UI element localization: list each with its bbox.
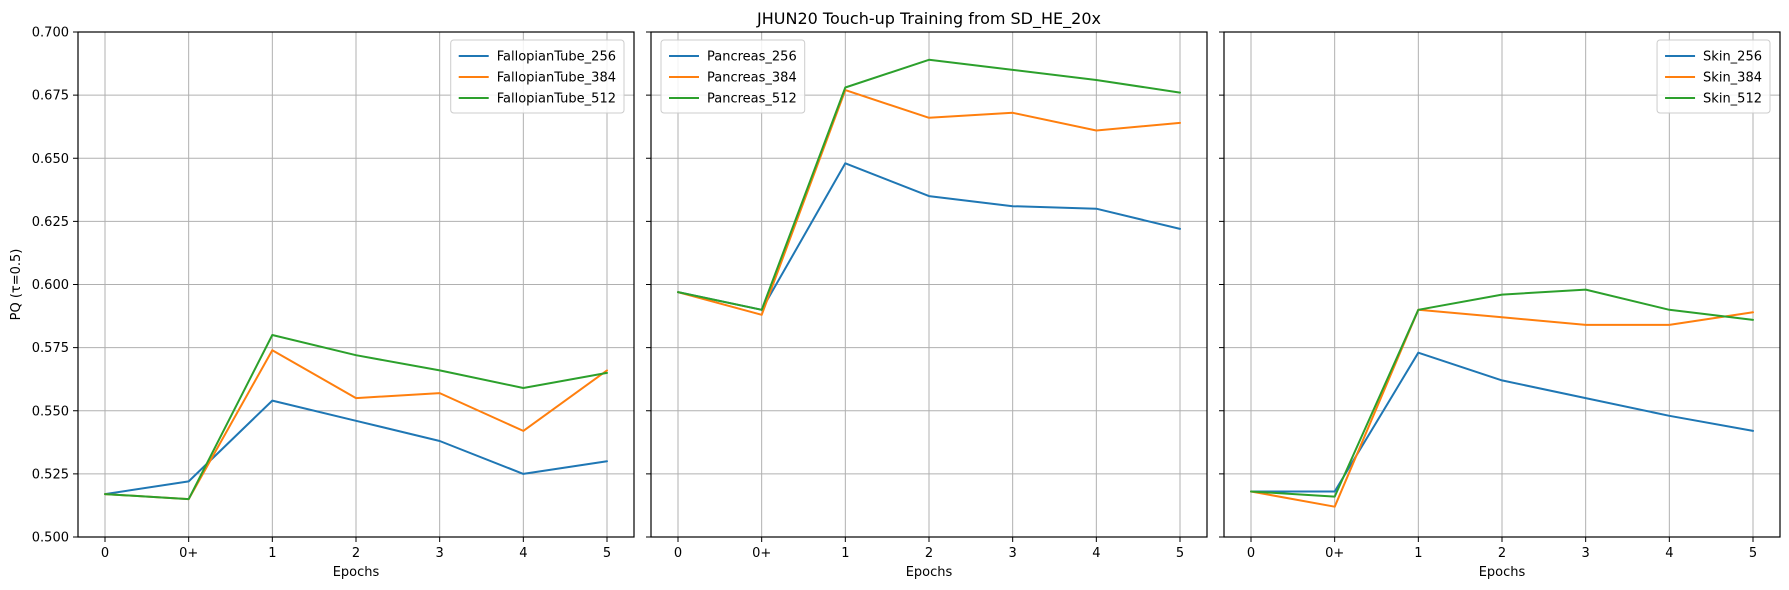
series-line-FallopianTube_512 [104, 334, 608, 501]
axes-frame [77, 31, 635, 538]
x-tick-label: 2 [925, 546, 933, 561]
x-axis-label: Epochs [333, 565, 380, 580]
y-tick-label: 0.600 [32, 278, 69, 293]
legend-label: FallopianTube_256 [497, 50, 616, 65]
x-tick-label: 4 [519, 546, 527, 561]
y-tick-label: 0.675 [32, 89, 69, 104]
x-tick-label: 1 [268, 546, 276, 561]
x-tick-label: 5 [603, 546, 611, 561]
series-line-Pancreas_384 [677, 89, 1181, 316]
series-line-Skin_384 [1250, 308, 1754, 508]
legend-box [660, 39, 806, 114]
panels: 0 0+ 1 2 3 4 5 0.500 0.525 0.550 0.575 0.600 0.625 0.… [9, 26, 1781, 580]
y-tick-label: 0.625 [32, 215, 69, 230]
figure-title: JHUN20 Touch-up Training from SD_HE_20x [756, 9, 1101, 29]
x-tick-label: 2 [1498, 546, 1506, 561]
legend: FallopianTube_256 FallopianTube_384 Fallop… [450, 39, 625, 114]
legend-label: Pancreas_512 [707, 92, 797, 107]
x-tick-label: 5 [1176, 546, 1184, 561]
axes-frame [1223, 31, 1781, 538]
y-tick-label: 0.500 [32, 531, 69, 546]
legend-label: FallopianTube_384 [497, 71, 616, 86]
legend: Skin_256 Skin_384 Skin_512 [1656, 39, 1771, 114]
series-line-Skin_512 [1250, 288, 1754, 498]
legend-box [1656, 39, 1771, 114]
x-axis-label: Epochs [906, 565, 953, 580]
series-line-FallopianTube_256 [104, 399, 608, 496]
panel-3: 0 0+ 1 2 3 4 5 Epochs Skin_256 Skin_384 Skin_512 [1219, 31, 1781, 580]
x-tick-label: 0 [674, 546, 682, 561]
series-line-Skin_256 [1250, 351, 1754, 493]
x-tick-label: 0 [101, 546, 109, 561]
legend-label: Skin_256 [1703, 50, 1762, 65]
legend-label: Pancreas_256 [707, 50, 797, 65]
x-axis-label: Epochs [1479, 565, 1526, 580]
x-tick-label: 0 [1247, 546, 1255, 561]
x-tick-label: 1 [841, 546, 849, 561]
y-tick-label: 0.650 [32, 152, 69, 167]
legend-label: FallopianTube_512 [497, 92, 616, 107]
axes-frame [650, 31, 1208, 538]
legend-box [450, 39, 625, 114]
y-tick-label: 0.575 [32, 341, 69, 356]
panel-2: 0 0+ 1 2 3 4 5EpochsPancreas_256Pancreas_384Pa… [646, 31, 1208, 580]
legend-label: Skin_512 [1703, 92, 1762, 107]
series-line-Pancreas_512 [677, 58, 1181, 311]
x-tick-label: 5 [1749, 546, 1757, 561]
x-tick-label: 3 [1009, 546, 1017, 561]
x-tick-label: 1 [1414, 546, 1422, 561]
y-tick-label: 0.550 [32, 404, 69, 419]
x-tick-label: 0+ [179, 546, 198, 561]
x-tick-label: 3 [436, 546, 444, 561]
panel-1: 0 0+ 1 2 3 4 5 0.500 0.525 0.550 0.575 0.600 0.625 0.… [9, 26, 635, 580]
x-tick-label: 3 [1582, 546, 1590, 561]
legend-label: Skin_384 [1703, 71, 1762, 86]
x-tick-label: 4 [1092, 546, 1100, 561]
y-axis-label: PQ (τ=0.5) [9, 249, 24, 321]
x-tick-label: 4 [1665, 546, 1673, 561]
y-tick-label: 0.700 [32, 26, 69, 41]
x-tick-label: 0+ [752, 546, 771, 561]
y-tick-label: 0.525 [32, 467, 69, 482]
legend: Pancreas_256 Pancreas_384 Pancreas_512 [660, 39, 806, 114]
x-tick-label: 2 [352, 546, 360, 561]
grid [78, 31, 634, 538]
x-tick-label: 0+ [1325, 546, 1344, 561]
legend-label: Pancreas_384 [707, 71, 797, 86]
